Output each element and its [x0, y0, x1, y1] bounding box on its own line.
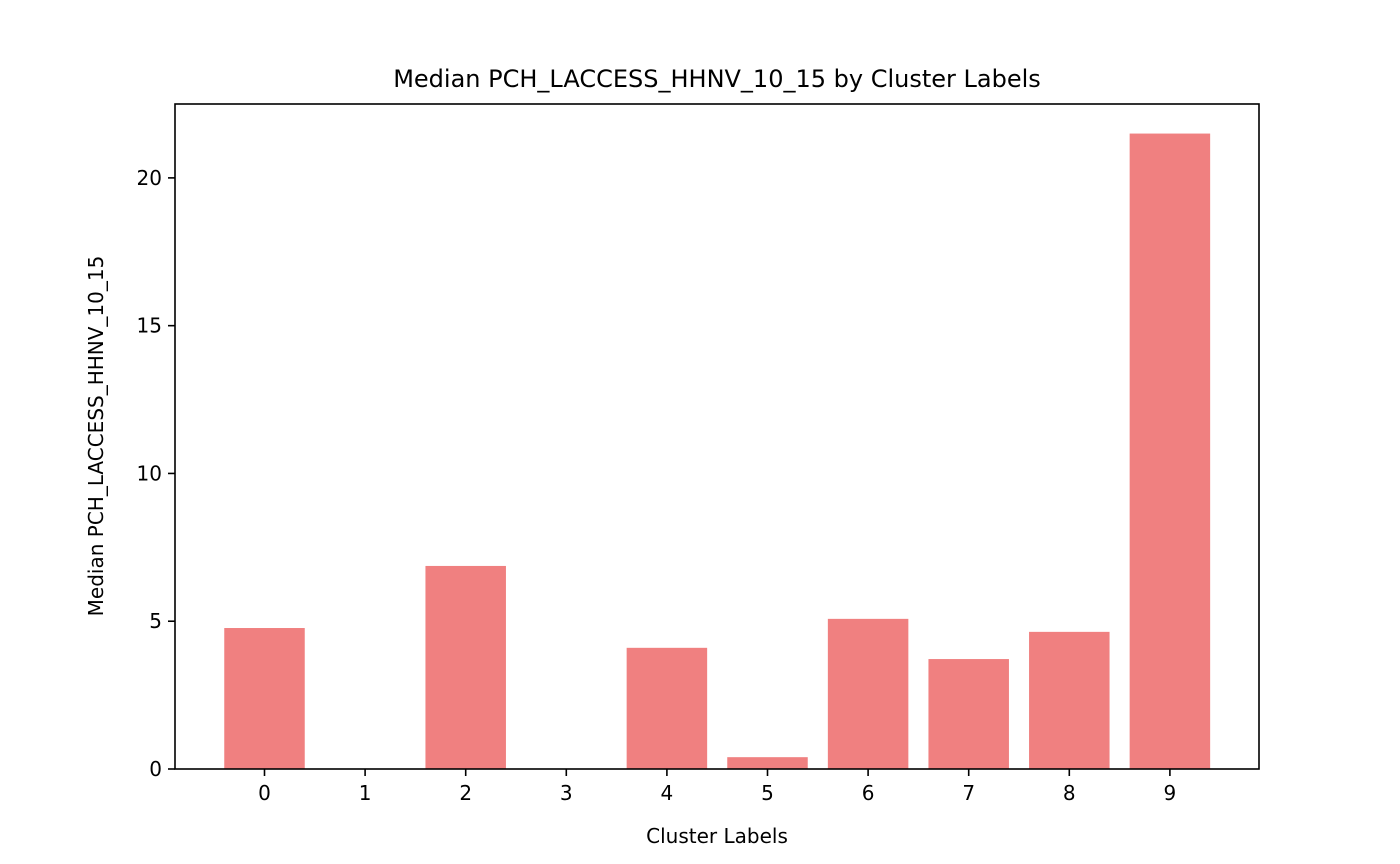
- bar-cluster-8: [1029, 631, 1110, 769]
- x-tick-label: 2: [459, 781, 472, 805]
- x-tick-label: 3: [560, 781, 573, 805]
- y-tick-label: 0: [149, 757, 162, 781]
- bar-cluster-6: [827, 618, 909, 769]
- x-tick-label: 1: [359, 781, 372, 805]
- bar-cluster-5: [727, 757, 808, 769]
- y-axis-ticks: 0 5 10 15 20: [137, 166, 175, 781]
- x-tick-label: 4: [661, 781, 674, 805]
- x-tick-label: 8: [1063, 781, 1076, 805]
- y-axis-label: Median PCH_LACCESS_HHNV_10_15: [84, 256, 108, 617]
- bar-cluster-4: [626, 647, 708, 769]
- bars-group: [224, 133, 1211, 769]
- x-axis-label: Cluster Labels: [646, 824, 788, 848]
- y-tick-label: 10: [137, 461, 162, 485]
- bar-cluster-2: [425, 565, 506, 769]
- y-tick-label: 5: [149, 609, 162, 633]
- x-tick-label: 6: [862, 781, 875, 805]
- bar-cluster-0: [224, 628, 305, 769]
- y-tick-label: 20: [137, 166, 162, 190]
- x-tick-label: 9: [1164, 781, 1177, 805]
- bar-cluster-9: [1129, 133, 1211, 769]
- chart-title: Median PCH_LACCESS_HHNV_10_15 by Cluster…: [393, 65, 1041, 93]
- x-axis-ticks: 0 1 2 3 4 5 6 7 8 9: [258, 769, 1176, 805]
- y-tick-label: 15: [137, 314, 162, 338]
- x-tick-label: 5: [761, 781, 774, 805]
- x-tick-label: 0: [258, 781, 271, 805]
- bar-cluster-7: [928, 659, 1009, 769]
- x-tick-label: 7: [962, 781, 975, 805]
- plot-frame: [174, 103, 1260, 770]
